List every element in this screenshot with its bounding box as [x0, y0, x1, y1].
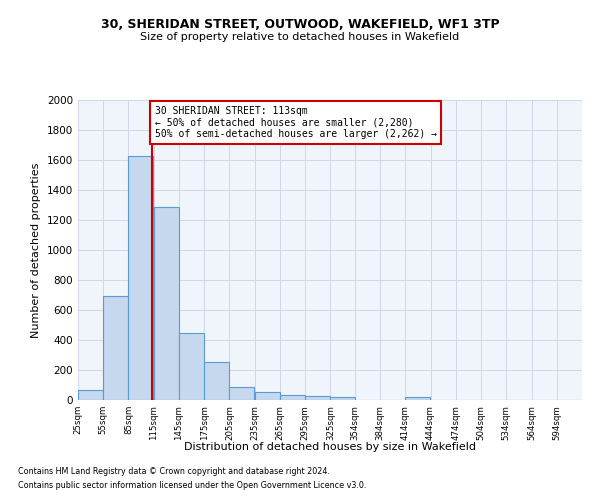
Bar: [204, 362, 229, 400]
Bar: [103, 296, 128, 400]
Bar: [179, 333, 204, 400]
Text: 30, SHERIDAN STREET, OUTWOOD, WAKEFIELD, WF1 3TP: 30, SHERIDAN STREET, OUTWOOD, WAKEFIELD,…: [101, 18, 499, 30]
Bar: [128, 156, 154, 400]
Text: 30 SHERIDAN STREET: 113sqm
← 50% of detached houses are smaller (2,280)
50% of s: 30 SHERIDAN STREET: 113sqm ← 50% of deta…: [155, 106, 437, 139]
Bar: [229, 386, 254, 400]
Bar: [280, 395, 305, 400]
Bar: [154, 207, 179, 400]
Bar: [254, 392, 280, 400]
Bar: [331, 397, 355, 400]
Text: Distribution of detached houses by size in Wakefield: Distribution of detached houses by size …: [184, 442, 476, 452]
Bar: [406, 397, 430, 400]
Y-axis label: Number of detached properties: Number of detached properties: [31, 162, 41, 338]
Bar: [78, 390, 103, 400]
Text: Contains HM Land Registry data © Crown copyright and database right 2024.: Contains HM Land Registry data © Crown c…: [18, 467, 330, 476]
Bar: [305, 396, 330, 400]
Text: Contains public sector information licensed under the Open Government Licence v3: Contains public sector information licen…: [18, 481, 367, 490]
Text: Size of property relative to detached houses in Wakefield: Size of property relative to detached ho…: [140, 32, 460, 42]
